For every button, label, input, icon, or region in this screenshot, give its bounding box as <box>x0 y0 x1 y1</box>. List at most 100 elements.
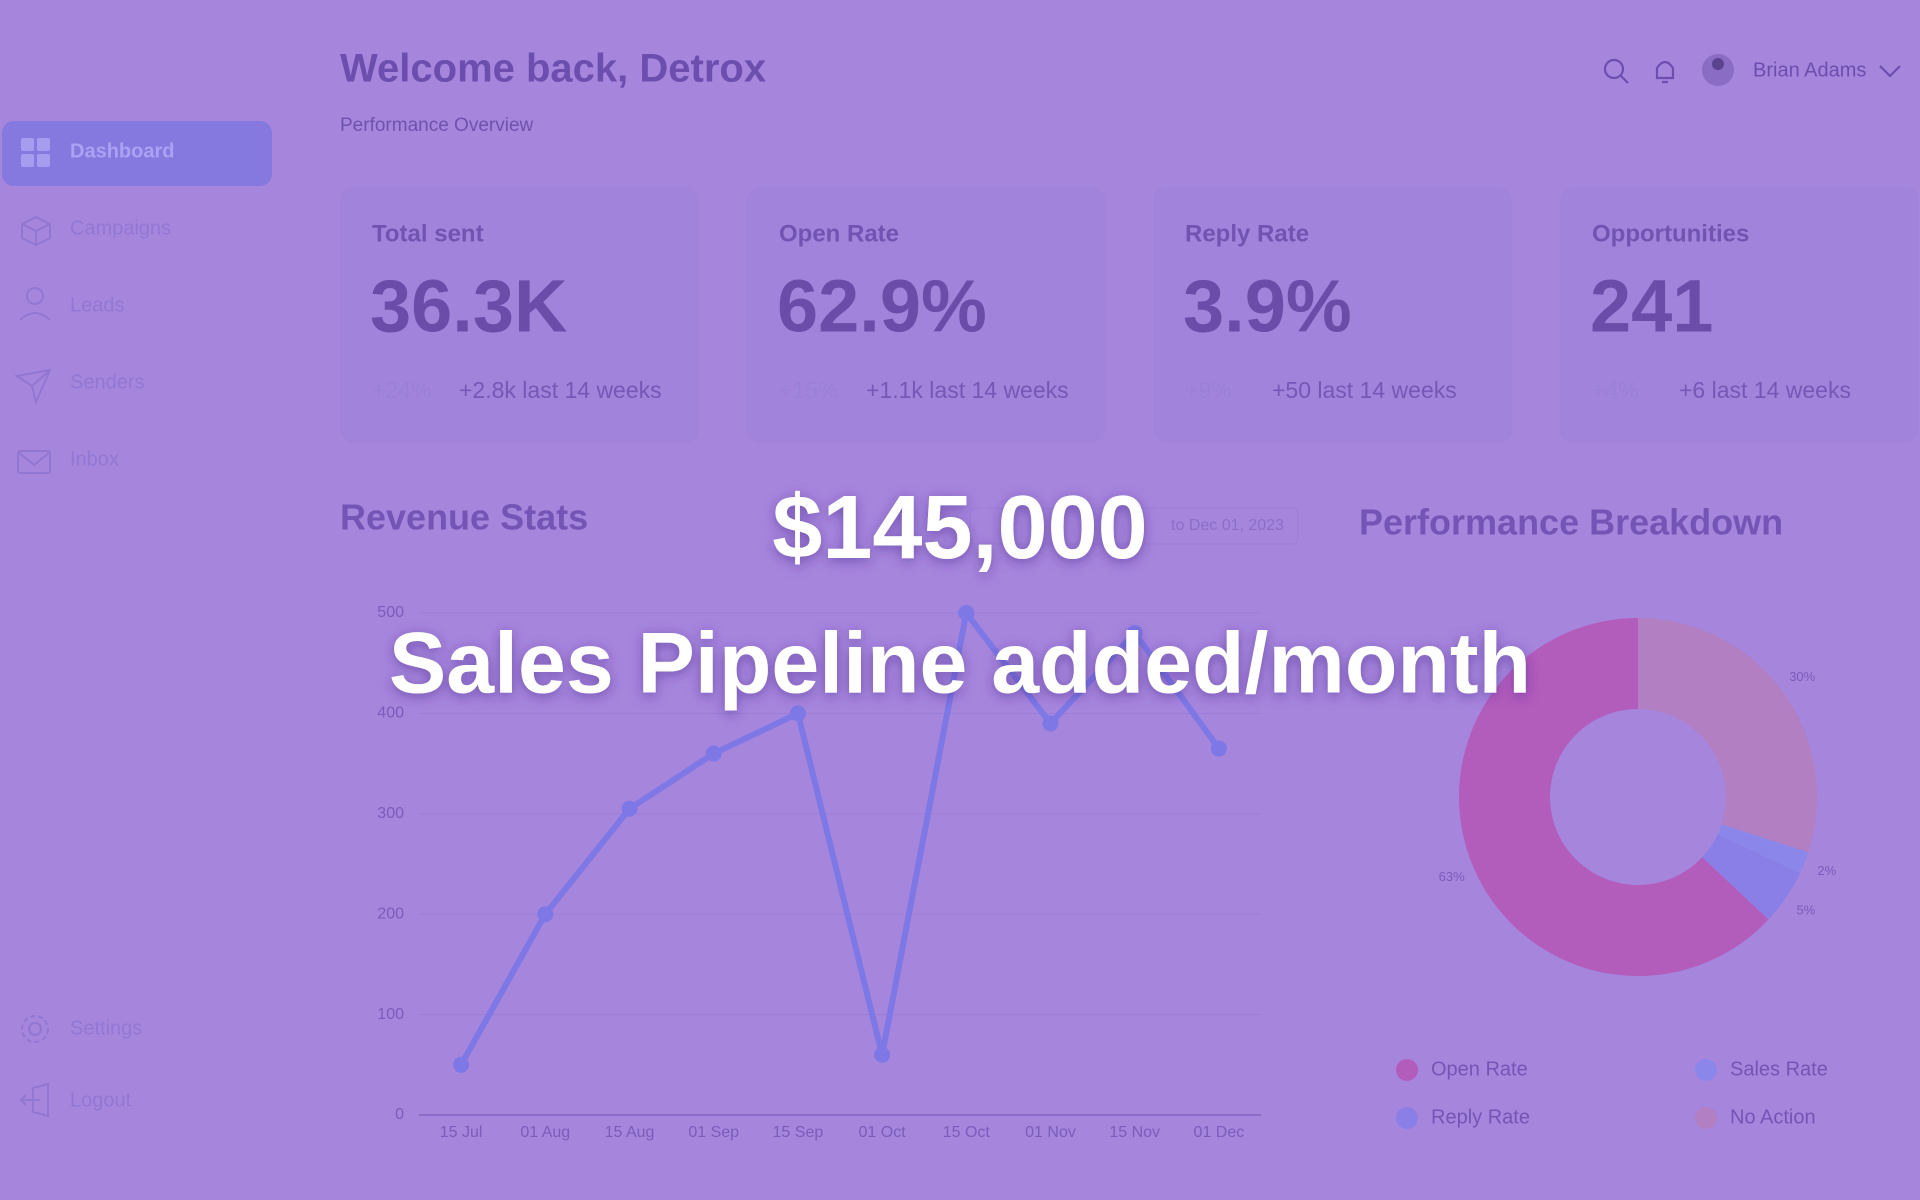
legend-label[interactable]: Reply Rate <box>1431 1106 1530 1128</box>
stat-label: Reply Rate <box>1185 220 1309 247</box>
header-icons <box>1603 58 1901 84</box>
logout-icon <box>19 1082 49 1118</box>
user-avatar-head <box>1712 58 1724 70</box>
nav-item[interactable]: Dashboard <box>70 140 174 162</box>
nav-icons <box>14 138 52 1118</box>
data-point <box>874 1046 891 1063</box>
stat-value: 36.3K <box>370 265 567 348</box>
settings-icon <box>28 1022 42 1036</box>
stat-card <box>747 187 1106 443</box>
legend-swatch <box>1695 1059 1717 1081</box>
leads-icon <box>26 287 44 305</box>
search-icon-handle <box>1620 75 1629 84</box>
search-icon[interactable] <box>1603 58 1625 80</box>
breakdown-title: Performance Breakdown <box>1359 502 1783 543</box>
data-point <box>1042 715 1059 732</box>
legend-swatch <box>1396 1107 1418 1129</box>
y-tick-label: 100 <box>377 1006 404 1023</box>
legend-swatch <box>1695 1107 1717 1129</box>
welcome-title: Welcome back, Detrox <box>340 47 766 91</box>
donut-label: 5% <box>1796 903 1815 918</box>
inbox-icon <box>17 450 51 474</box>
legend-label[interactable]: Open Rate <box>1431 1058 1528 1080</box>
user-name[interactable]: Brian Adams <box>1753 59 1866 81</box>
data-point <box>705 745 722 762</box>
nav-item[interactable]: Campaigns <box>70 217 171 239</box>
donut-segment <box>1717 824 1809 874</box>
data-point <box>1126 625 1143 642</box>
x-tick-label: 15 Sep <box>773 1124 824 1141</box>
x-tick-label: 01 Dec <box>1194 1124 1245 1141</box>
stat-value: 3.9% <box>1183 265 1352 348</box>
stat-label: Total sent <box>372 220 484 247</box>
date-range-box[interactable] <box>969 507 1299 545</box>
date-range[interactable]: to Dec 01, 2023 <box>1171 517 1284 534</box>
inbox-icon-flap <box>17 451 51 467</box>
x-tick-label: 15 Aug <box>605 1124 655 1141</box>
donut-segment <box>1638 618 1817 853</box>
overlay: $145,000 Sales Pipeline added/month <box>389 478 1531 712</box>
x-tick-label: 15 Oct <box>943 1124 991 1141</box>
stat-change: +9% <box>1185 377 1232 403</box>
stat-detail: +2.8k last 14 weeks <box>459 377 662 403</box>
data-point <box>789 705 806 722</box>
x-tick-label: 15 Nov <box>1109 1124 1160 1141</box>
x-tick-label: 15 Jul <box>440 1124 483 1141</box>
nav-active-bg[interactable] <box>2 121 272 186</box>
legend-label[interactable]: No Action <box>1730 1106 1816 1128</box>
donut-segment <box>1702 834 1800 920</box>
settings-icon-gear <box>21 1015 49 1043</box>
leads-icon-body <box>19 312 51 321</box>
data-point <box>958 605 975 621</box>
overlay-tagline: Sales Pipeline added/month <box>389 616 1531 712</box>
stat-change: +24% <box>372 377 431 403</box>
x-tick-label: 01 Aug <box>520 1124 570 1141</box>
stat-card <box>340 187 699 443</box>
stat-detail: +50 last 14 weeks <box>1272 377 1457 403</box>
y-tick-label: 200 <box>377 905 404 922</box>
data-point <box>537 906 554 923</box>
nav-item[interactable]: Leads <box>70 294 125 316</box>
nav-item[interactable]: Senders <box>70 371 145 393</box>
legend-label[interactable]: Sales Rate <box>1730 1058 1828 1080</box>
user-menu-chevron[interactable] <box>1879 65 1901 78</box>
stat-value: 62.9% <box>777 265 987 348</box>
stat-value: 241 <box>1590 265 1713 348</box>
y-tick-label: 300 <box>377 805 404 822</box>
stat-card <box>1153 187 1512 443</box>
data-point <box>1210 740 1227 757</box>
y-tick-label: 500 <box>377 604 404 621</box>
overlay-headline: $145,000 <box>772 478 1147 578</box>
donut-label: 63% <box>1439 869 1465 884</box>
stat-label: Open Rate <box>779 220 899 247</box>
y-tick-label: 0 <box>395 1106 404 1123</box>
donut-label: 30% <box>1789 669 1815 684</box>
dashboard-icon <box>21 138 50 167</box>
stat-change: +15% <box>779 377 838 403</box>
stat-detail: +1.1k last 14 weeks <box>866 377 1069 403</box>
stat-detail: +6 last 14 weeks <box>1679 377 1851 403</box>
campaigns-icon <box>21 215 51 247</box>
x-tick-label: 01 Nov <box>1025 1124 1076 1141</box>
x-tick-label: 01 Oct <box>859 1124 907 1141</box>
legend-swatch <box>1396 1059 1418 1081</box>
y-tick-label: 400 <box>377 705 404 722</box>
stat-change: +4% <box>1592 377 1639 403</box>
page-subtitle: Performance Overview <box>340 115 534 136</box>
stat-card <box>1560 187 1919 443</box>
x-tick-label: 01 Sep <box>688 1124 739 1141</box>
line-series <box>458 610 1222 1067</box>
senders-icon <box>14 368 52 406</box>
nav-item[interactable]: Logout <box>70 1089 132 1111</box>
bell-icon[interactable] <box>1655 60 1675 84</box>
data-point <box>453 1056 470 1073</box>
donut-segment <box>1458 617 1769 976</box>
nav-item[interactable]: Inbox <box>70 448 119 470</box>
revenue-title: Revenue Stats <box>340 497 588 538</box>
stat-label: Opportunities <box>1592 220 1749 247</box>
donut-label: 2% <box>1817 863 1836 878</box>
nav-item[interactable]: Settings <box>70 1017 142 1039</box>
data-point <box>621 800 638 817</box>
